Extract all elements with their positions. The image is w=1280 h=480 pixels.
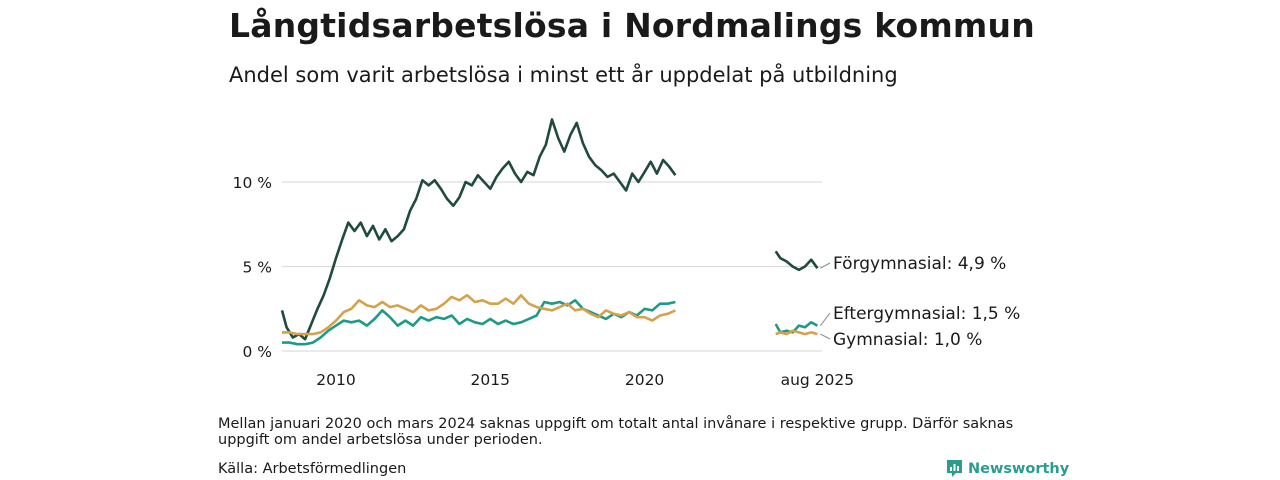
y-tick-label-0: 0 % (242, 343, 272, 361)
x-tick-label-2: 2020 (625, 371, 664, 389)
source-text: Källa: Arbetsförmedlingen (218, 461, 407, 477)
series-gymnasial-line-0 (282, 293, 676, 336)
series-forgymnasial-line-0 (280, 118, 677, 341)
end-label-forgymnasial: Förgymnasial: 4,9 % (833, 254, 1006, 274)
series-eftergymnasial-line-0 (282, 299, 676, 346)
y-tick-label-10: 10 % (233, 174, 272, 192)
line-end-labels: Förgymnasial: 4,9 % Eftergymnasial: 1,5 %… (819, 254, 1020, 350)
x-tick-label-3: aug 2025 (781, 371, 855, 389)
footnote: Mellan januari 2020 och mars 2024 saknas… (218, 416, 1014, 448)
newsworthy-logo-text: Newsworthy (968, 460, 1070, 477)
series-gymnasial-line-1 (775, 329, 818, 336)
end-label-gymnasial: Gymnasial: 1,0 % (833, 330, 982, 350)
x-tick-label-1: 2015 (471, 371, 510, 389)
newsworthy-logo-icon (947, 460, 962, 477)
chart-title: Långtidsarbetslösa i Nordmalings kommun (229, 6, 1035, 45)
series-layer (280, 118, 819, 346)
newsworthy-logo[interactable]: Newsworthy (946, 459, 1069, 478)
line-chart: 0 % 5 % 10 % 2010 2015 2020 aug 2025 Förgymna… (233, 118, 1020, 389)
series-forgymnasial-line-1 (774, 250, 819, 272)
end-label-connector-forgymnasial (820, 262, 831, 269)
grid-layer (282, 181, 822, 352)
end-label-connector-gymnasial (820, 333, 831, 340)
end-label-eftergymnasial: Eftergymnasial: 1,5 % (833, 304, 1020, 324)
x-tick-label-0: 2010 (316, 371, 355, 389)
chart-subtitle: Andel som varit arbetslösa i minst ett å… (229, 63, 898, 87)
end-label-connector-eftergymnasial (819, 312, 831, 326)
x-axis-labels: 2010 2015 2020 aug 2025 (316, 371, 854, 389)
y-tick-label-5: 5 % (242, 259, 272, 277)
y-axis-labels: 0 % 5 % 10 % (233, 174, 272, 361)
